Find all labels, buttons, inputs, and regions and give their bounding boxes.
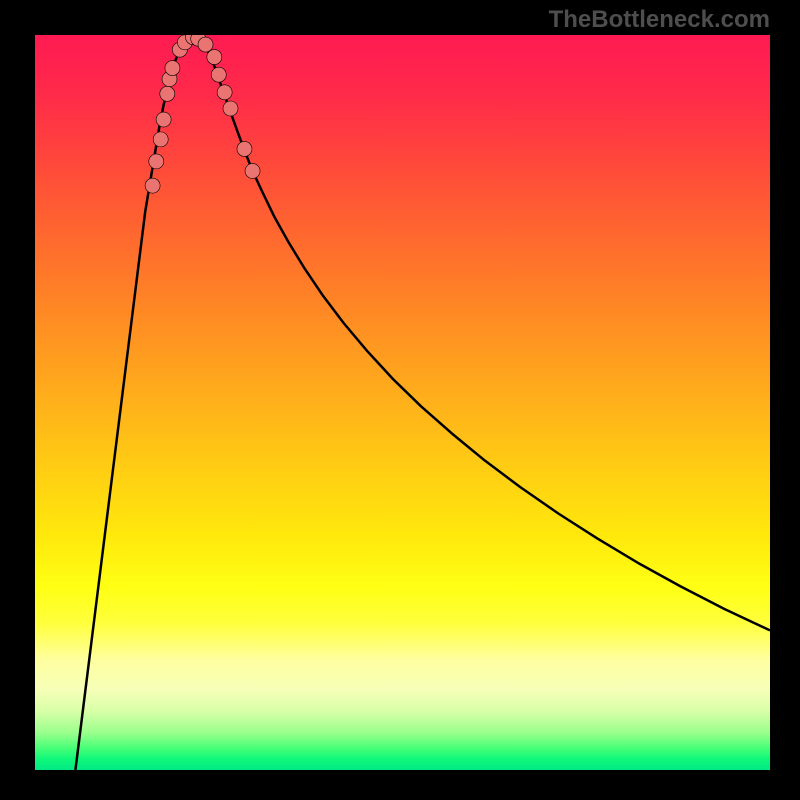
- plot-area: [35, 35, 770, 770]
- benchmark-dot: [156, 112, 171, 127]
- benchmark-dots: [145, 35, 260, 193]
- benchmark-dot: [149, 154, 164, 169]
- image-root: TheBottleneck.com: [0, 0, 800, 800]
- benchmark-dot: [217, 85, 232, 100]
- benchmark-dot: [198, 37, 213, 52]
- benchmark-dot: [160, 86, 175, 101]
- benchmark-dot: [237, 141, 252, 156]
- benchmark-dot: [145, 178, 160, 193]
- benchmark-dot: [211, 67, 226, 82]
- benchmark-dot: [207, 50, 222, 65]
- benchmark-dot: [153, 132, 168, 147]
- attribution-text: TheBottleneck.com: [549, 6, 770, 34]
- benchmark-dot: [165, 61, 180, 76]
- chart-svg: [35, 35, 770, 770]
- v-curve: [75, 36, 770, 770]
- benchmark-dot: [245, 163, 260, 178]
- benchmark-dot: [223, 101, 238, 116]
